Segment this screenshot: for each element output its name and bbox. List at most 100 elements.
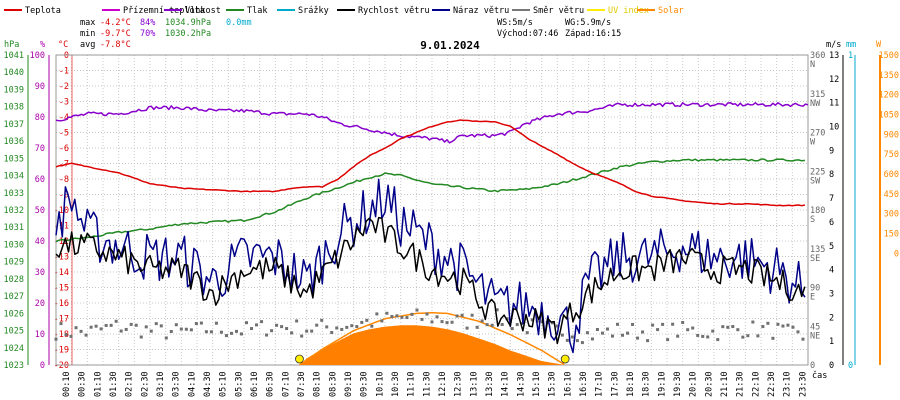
wind-direction-point: [199, 321, 203, 325]
axis-pct-tick: 80: [35, 113, 45, 123]
wind-direction-point: [751, 320, 755, 324]
wind-direction-point: [134, 323, 138, 327]
axis-w-tick: 1500: [879, 51, 899, 61]
wind-direction-point: [290, 331, 294, 335]
x-tick: 01:10: [93, 371, 103, 397]
axis-ms-tick: 1: [829, 337, 834, 347]
wind-direction-point: [766, 321, 770, 325]
axis-temp-tick: -18: [54, 330, 69, 340]
sunrise-marker: [295, 354, 304, 364]
x-tick: 14:10: [501, 371, 511, 397]
x-tick: 06:30: [266, 371, 276, 397]
gust-line: [55, 178, 806, 354]
axis-temp-tick: -2: [59, 82, 69, 92]
wind-direction-point: [114, 319, 118, 323]
axis-temp-tick: -14: [54, 268, 69, 278]
wind-direction-point: [485, 323, 489, 327]
wind-direction-point: [460, 313, 464, 317]
axis-ms-tick: 0: [829, 361, 834, 371]
axis-ms-tick: 6: [829, 218, 834, 228]
unit-hpa: hPa: [4, 40, 19, 50]
axis-w-tick: 0: [894, 249, 899, 259]
wind-direction-point: [310, 329, 314, 333]
wind-direction-point: [270, 329, 274, 333]
x-tick: 05:30: [234, 371, 244, 397]
wind-direction-point: [716, 338, 720, 342]
wind-direction-point: [214, 321, 218, 325]
axis-dir-tick-dir: N: [810, 60, 815, 70]
wind-direction-point: [555, 324, 559, 328]
wind-direction-point: [641, 330, 645, 334]
wind-direction-point: [360, 320, 364, 324]
wind-direction-point: [400, 315, 404, 319]
wind-direction-point: [646, 339, 650, 343]
x-tick: 04:30: [203, 371, 213, 397]
wind-direction-point: [550, 321, 554, 325]
stat-ws: WS:5m/s: [497, 18, 533, 28]
axis-mm: 10: [848, 51, 853, 371]
axis-pct-tick: 90: [35, 82, 45, 92]
wind-direction-point: [671, 322, 675, 326]
wind-direction-point: [656, 328, 660, 332]
axis-pct-tick: 10: [35, 330, 45, 340]
wind-direction-point: [731, 325, 735, 329]
wind-direction-point: [325, 325, 329, 329]
axis-hpa: 1041 1040 1039 1038 1037 1036 1035 1034 1033 1032…: [4, 51, 24, 371]
axis-temp-tick: -17: [54, 315, 69, 325]
axis-dir-tick: 270: [810, 129, 825, 139]
axis-w-tick: 1050: [879, 111, 899, 121]
wind-direction-point: [651, 323, 655, 327]
wind-direction-point: [470, 313, 474, 317]
axis-temp-tick: -12: [54, 237, 69, 247]
axis-ms-tick: 4: [829, 266, 834, 276]
wind-direction-point: [295, 319, 299, 323]
x-tick: 11:30: [422, 371, 432, 397]
wind-direction-point: [736, 328, 740, 332]
axis-temp-tick: -3: [59, 98, 69, 108]
x-tick: 13:30: [485, 371, 495, 397]
wind-direction-point: [490, 323, 494, 327]
wind-direction-point: [380, 319, 384, 323]
x-tick: 16:30: [579, 371, 589, 397]
wind-direction-point: [741, 335, 745, 339]
wind-direction-point: [365, 318, 369, 322]
axis-dir-tick: 90: [810, 284, 820, 294]
axis-dir-tick: 45: [810, 322, 820, 332]
axis-pct-tick: 20: [35, 299, 45, 309]
axis-ms-tick: 5: [829, 242, 834, 252]
stat-max-temp: -4.2°C: [100, 18, 131, 28]
axis-w-tick: 900: [884, 130, 899, 140]
wind-direction-point: [275, 323, 279, 327]
wind-direction-point: [420, 317, 424, 321]
x-tick: 00:10: [62, 371, 72, 397]
wind-direction-point: [570, 335, 574, 339]
wind-direction-point: [315, 323, 319, 327]
wind-direction-point: [285, 327, 289, 331]
legend-label: Srážky: [298, 6, 329, 16]
axis-ms-tick: 11: [829, 99, 839, 109]
wind-direction-point: [761, 325, 765, 329]
wind-direction-point: [229, 331, 233, 335]
x-tick: 03:10: [156, 371, 166, 397]
axis-ms-tick: 9: [829, 146, 834, 156]
wind-direction-point: [350, 324, 354, 328]
axis-ms-tick: 7: [829, 194, 834, 204]
axis-temp-tick: -15: [54, 284, 69, 294]
x-tick: 23:30: [798, 371, 808, 397]
wind-direction-point: [184, 327, 188, 331]
axis-w-tick: 1200: [879, 91, 899, 101]
wind-direction-point: [560, 333, 564, 337]
legend-label: UV index: [608, 6, 649, 16]
axis-hpa-tick: 1040: [4, 68, 24, 78]
axis-ms-tick: 13: [829, 51, 839, 61]
wind-direction-point: [495, 308, 499, 312]
x-tick: 09:10: [344, 371, 354, 397]
axis-hpa-tick: 1028: [4, 275, 24, 285]
wind-direction-point: [94, 324, 98, 328]
axis-ms-tick: 10: [829, 123, 839, 133]
unit-w: W: [876, 40, 882, 50]
axis-hpa-tick: 1034: [4, 172, 24, 182]
axis-temp-tick: -16: [54, 299, 69, 309]
